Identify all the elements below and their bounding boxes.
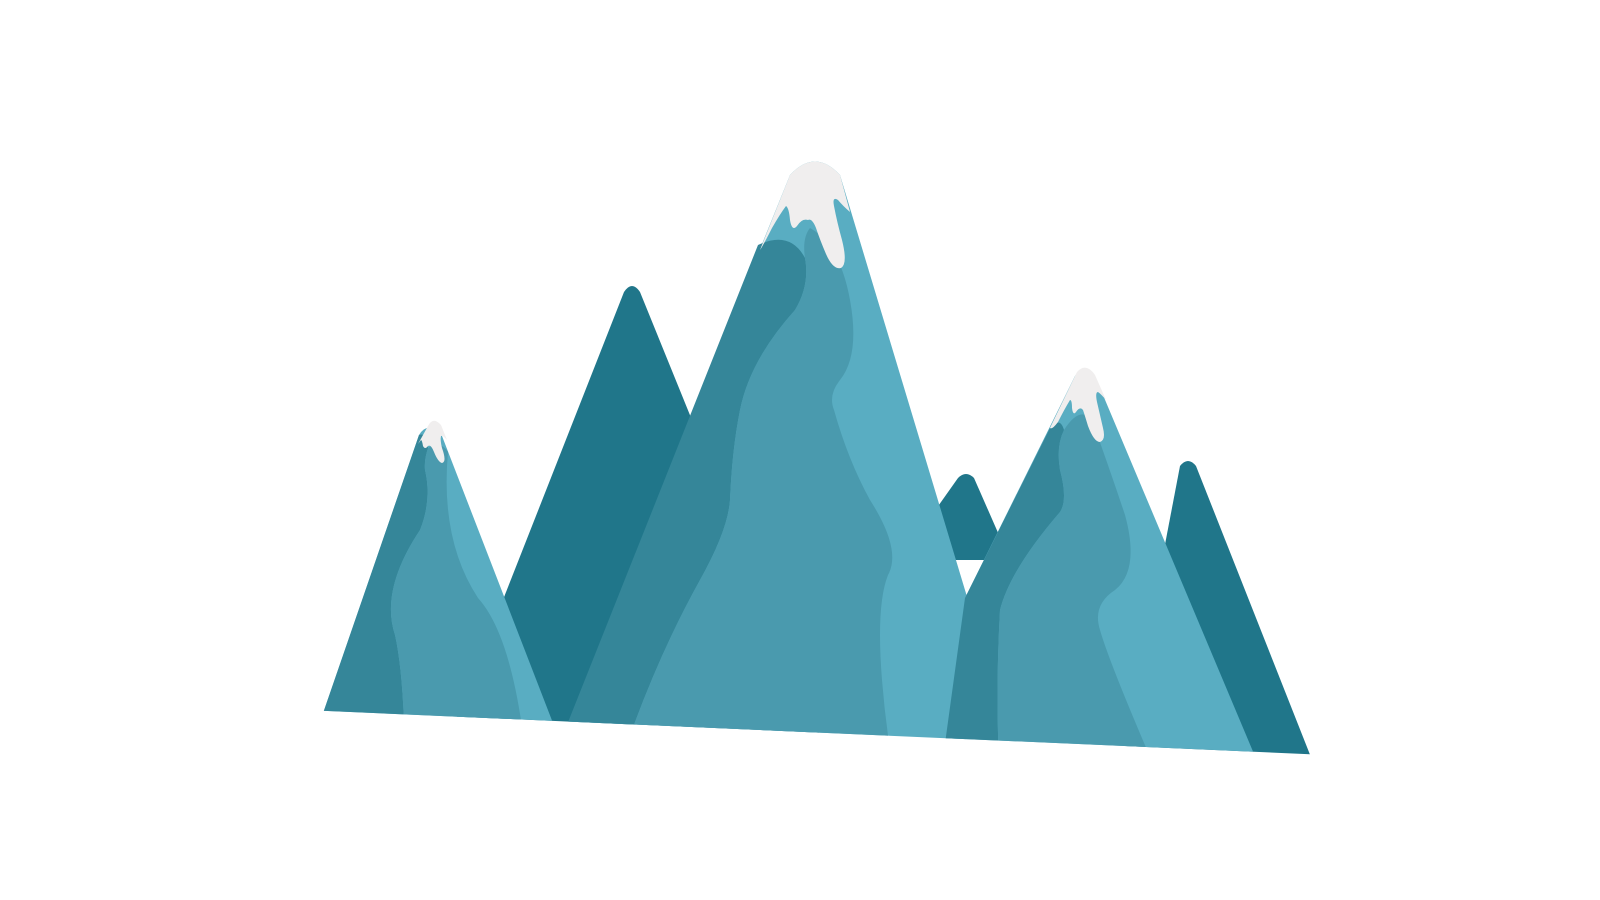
center-peak-snow-cap	[760, 161, 850, 269]
right-peak-left-face	[940, 422, 1064, 767]
center-peak-left-face	[545, 239, 807, 767]
right-peak-shade-band	[997, 414, 1160, 767]
left-peak-left-face	[300, 434, 428, 767]
left-peak-snow-cap	[418, 420, 447, 463]
left-peak-shade-band	[390, 444, 528, 767]
center-peak-shade-band	[615, 228, 895, 767]
right-peak-snow-cap	[1050, 367, 1106, 442]
